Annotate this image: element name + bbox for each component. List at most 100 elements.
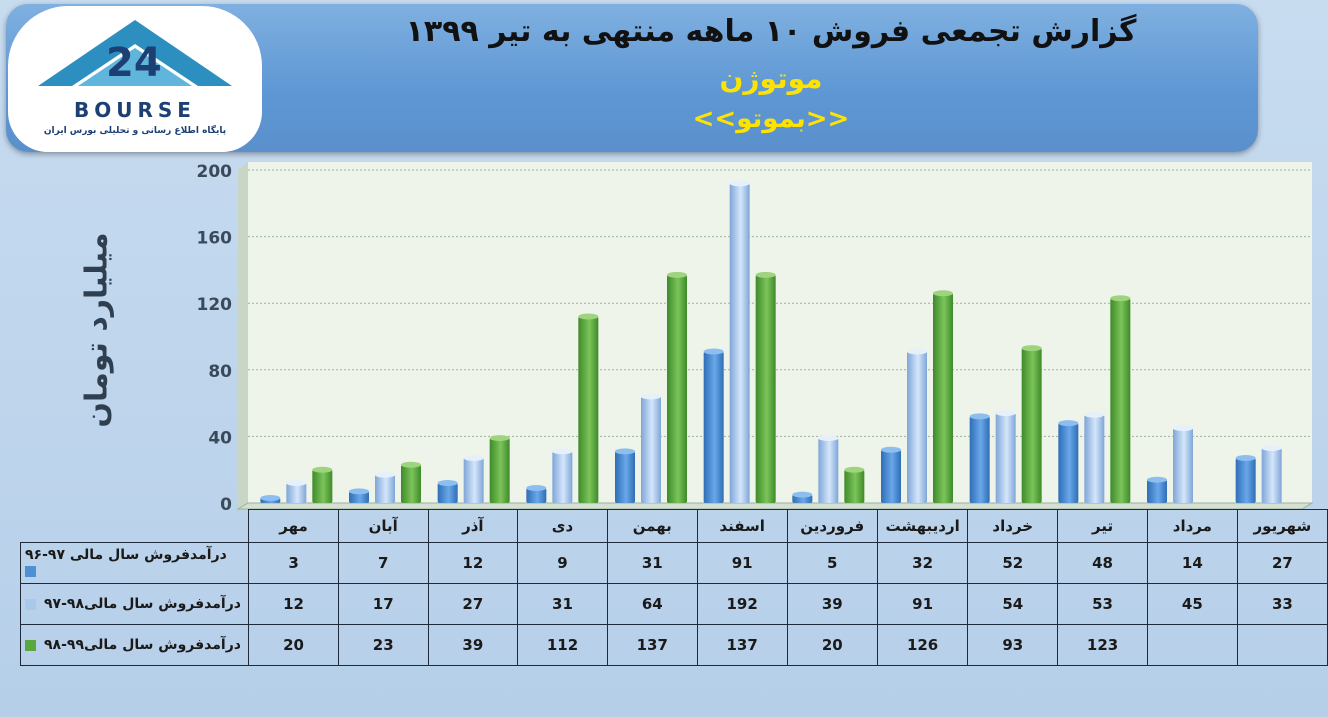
bar — [1058, 423, 1079, 503]
category-label: آذر — [427, 509, 519, 543]
category-label: اردیبهشت — [876, 509, 969, 543]
data-label: 3 — [248, 542, 339, 584]
data-label: 48 — [1057, 542, 1148, 584]
bar-top — [729, 180, 750, 187]
bar-top — [667, 271, 687, 278]
bar — [1173, 428, 1193, 503]
y-tick-label: 40 — [208, 428, 232, 448]
bar-top — [995, 410, 1016, 417]
legend-swatch — [25, 598, 36, 610]
data-label: 14 — [1146, 542, 1238, 584]
bourse24-logo: 24 BOURSE پایگاه اطلاع رسانی و تحلیلی بو… — [8, 6, 262, 152]
bar-top — [526, 485, 547, 492]
series-name: درآمدفروش سال مالی ۹۷-۹۶ — [25, 547, 227, 563]
series-legend-cell: درآمدفروش سال مالی۹۸-۹۷ — [19, 583, 250, 625]
data-label: 31 — [606, 542, 698, 584]
svg-text:24: 24 — [106, 40, 162, 86]
table-row: درآمدفروش سال مالی ۹۷-۹۶ 3 7 12 9 31 91 5 32 52 48… — [19, 542, 1328, 584]
bar-top — [1021, 345, 1042, 352]
bar — [312, 469, 333, 503]
data-label — [1236, 624, 1328, 666]
bar-top — [286, 480, 307, 487]
category-label: بهمن — [606, 509, 698, 543]
bar-top — [703, 348, 724, 355]
company-name: موتوژن — [719, 62, 823, 95]
data-label: 123 — [1057, 624, 1148, 666]
bar — [844, 469, 865, 503]
table-row: درآمدفروش سال مالی۹۹-۹۸ 20 23 39 112 137 137 20… — [19, 624, 1328, 666]
bar-top — [1173, 425, 1193, 432]
bar — [1235, 458, 1256, 503]
bar — [615, 451, 635, 503]
bar — [463, 458, 484, 503]
data-label: 91 — [696, 542, 788, 584]
logo-subtitle: پایگاه اطلاع رسانی و تحلیلی بورس ایران — [43, 126, 227, 136]
bar-top — [1110, 295, 1131, 302]
bar-top — [349, 488, 369, 495]
data-label: 126 — [876, 624, 969, 666]
y-tick-label: 120 — [197, 295, 233, 315]
bar — [401, 464, 421, 503]
bar-top — [615, 448, 635, 455]
bar-top — [375, 471, 395, 478]
category-label: اسفند — [696, 509, 788, 543]
data-label — [1146, 624, 1238, 666]
data-label: 112 — [517, 624, 608, 666]
data-label: 5 — [786, 542, 878, 584]
bar — [881, 449, 901, 503]
bar-top — [260, 495, 281, 502]
bar — [489, 438, 510, 503]
category-label: مهر — [248, 509, 339, 543]
bar — [1110, 298, 1131, 503]
data-label: 53 — [1057, 583, 1148, 625]
y-tick-label: 160 — [197, 229, 233, 249]
data-label: 23 — [337, 624, 429, 666]
data-label: 39 — [427, 624, 519, 666]
bar-top — [641, 393, 661, 400]
table-corner — [21, 510, 249, 543]
bar-top — [881, 446, 901, 453]
bar-top — [844, 466, 865, 473]
category-label: دی — [517, 509, 608, 543]
data-label: 7 — [337, 542, 429, 584]
data-label: 39 — [786, 583, 878, 625]
data-label: 17 — [337, 583, 429, 625]
plot-side-wall — [238, 162, 248, 509]
bar — [641, 396, 661, 503]
bar — [286, 483, 307, 503]
series-legend-cell: درآمدفروش سال مالی ۹۷-۹۶ — [19, 542, 250, 584]
bar — [437, 483, 458, 503]
data-table: مهر آبان آذر دی بهمن اسفند فروردین اردیبهشت خردا… — [19, 509, 1328, 666]
bar-top — [1235, 455, 1256, 462]
bar — [703, 351, 724, 503]
data-label: 27 — [427, 583, 519, 625]
data-label: 64 — [606, 583, 698, 625]
data-label: 137 — [696, 624, 788, 666]
category-label: فروردین — [786, 509, 878, 543]
bar — [1084, 414, 1105, 503]
bar-top — [312, 466, 333, 473]
table-row: درآمدفروش سال مالی۹۸-۹۷ 12 17 27 31 64 192 39 91… — [19, 583, 1328, 625]
bar-top — [1058, 420, 1079, 427]
bar — [667, 274, 687, 503]
bar-top — [969, 413, 990, 420]
bar-top — [907, 348, 927, 355]
data-label: 54 — [967, 583, 1059, 625]
bar — [349, 491, 369, 503]
bar — [526, 488, 547, 503]
data-label: 45 — [1146, 583, 1238, 625]
data-label: 20 — [786, 624, 878, 666]
data-label: 31 — [517, 583, 608, 625]
bar-top — [489, 435, 510, 442]
bar — [1261, 448, 1282, 503]
logo-wordmark: BOURSE — [74, 98, 196, 122]
data-label: 192 — [696, 583, 788, 625]
bar-top — [1261, 445, 1282, 452]
data-label: 137 — [606, 624, 698, 666]
category-label: آبان — [337, 509, 429, 543]
data-label: 93 — [967, 624, 1059, 666]
category-label: خرداد — [967, 509, 1059, 543]
bar-top — [552, 448, 573, 455]
